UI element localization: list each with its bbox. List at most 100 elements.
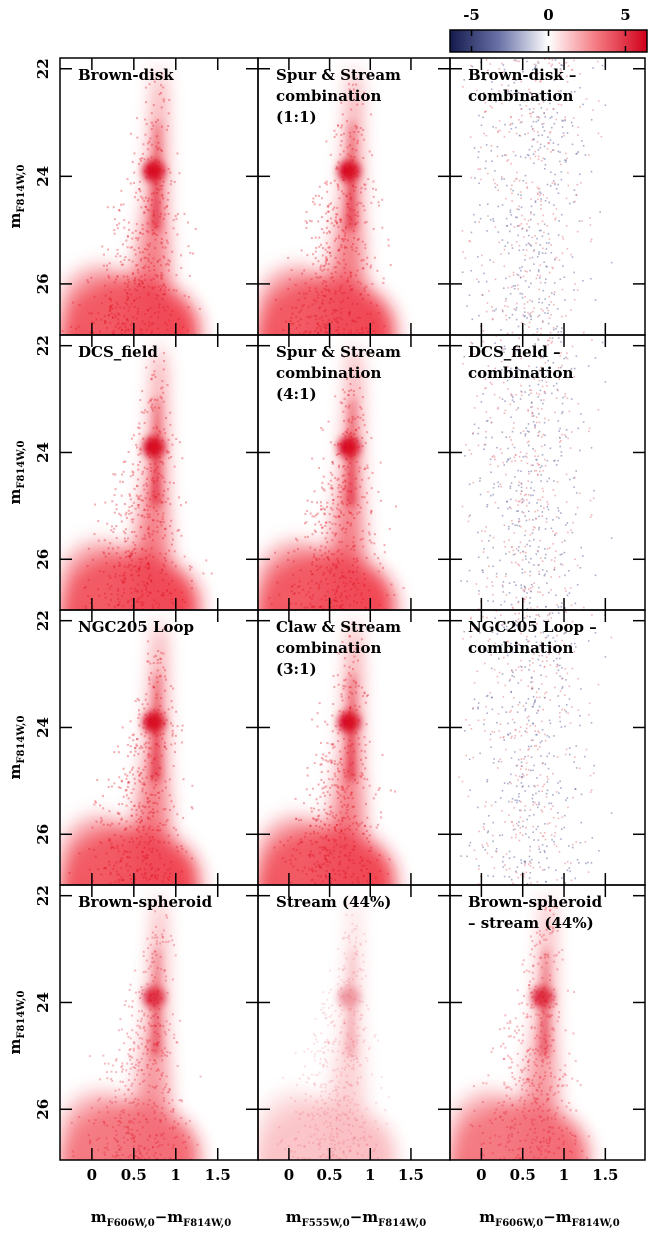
residual-dot: [540, 356, 542, 359]
density-dot: [129, 552, 132, 555]
residual-dot: [551, 182, 554, 184]
density-dot: [137, 567, 140, 570]
density-dot: [180, 266, 183, 269]
density-dot: [162, 520, 165, 523]
residual-dot: [477, 706, 479, 708]
residual-dot: [514, 460, 517, 462]
density-dot: [176, 152, 179, 155]
density-dot: [137, 843, 140, 846]
density-dot: [368, 589, 371, 592]
density-dot: [138, 497, 141, 500]
density-dot: [341, 402, 344, 405]
density-core: [338, 399, 361, 506]
density-dot: [340, 528, 343, 531]
density-dot: [312, 855, 315, 858]
density-dot: [355, 708, 358, 711]
density-wing: [258, 540, 338, 610]
density-dot: [316, 327, 319, 330]
density-dot: [113, 847, 116, 850]
density-dot: [136, 829, 139, 832]
density-dot: [357, 504, 360, 507]
residual-dot: [482, 393, 484, 395]
residual-dot: [517, 563, 519, 566]
residual-dot: [521, 228, 523, 230]
density-dot: [92, 321, 95, 324]
residual-dot: [591, 614, 593, 616]
density-dot: [183, 294, 186, 297]
density-dot: [100, 302, 103, 305]
density-dot: [96, 778, 99, 781]
density-dot: [370, 487, 373, 490]
residual-dot: [554, 183, 556, 186]
residual-dot: [530, 125, 533, 128]
density-dot: [118, 209, 121, 212]
density-dot: [163, 293, 166, 296]
residual-dot: [534, 235, 536, 237]
density-dot: [147, 568, 150, 571]
residual-dot: [538, 251, 541, 253]
density-dot: [303, 269, 306, 272]
density-dot: [337, 683, 340, 686]
residual-dot: [499, 559, 501, 562]
residual-dot: [536, 255, 539, 258]
density-dot: [362, 832, 365, 835]
residual-dot: [538, 117, 541, 119]
density-dot: [123, 828, 126, 831]
residual-dot: [515, 394, 517, 396]
density-dot: [150, 672, 153, 675]
residual-dot: [473, 147, 476, 149]
density-dot: [148, 83, 151, 86]
residual-dot: [547, 309, 550, 312]
density-dot: [115, 508, 118, 511]
residual-dot: [507, 90, 510, 93]
density-dot: [356, 103, 359, 106]
density-dot: [327, 210, 330, 213]
density-dot: [171, 706, 174, 709]
density-dot: [148, 324, 151, 327]
panel-title: (4:1): [276, 385, 317, 403]
density-dot: [321, 787, 324, 790]
residual-dot: [492, 178, 495, 181]
residual-dot: [543, 666, 546, 668]
density-dot: [144, 549, 147, 552]
density-dot: [362, 259, 365, 262]
residual-dot: [528, 748, 530, 750]
density-dot: [148, 752, 151, 755]
density-dot: [119, 860, 122, 863]
density-dot: [339, 311, 342, 314]
density-dot: [143, 855, 146, 858]
density-dot: [345, 787, 348, 790]
residual-dot: [528, 561, 530, 564]
density-dot: [313, 529, 316, 532]
residual-dot: [527, 588, 530, 590]
residual-dot: [535, 518, 537, 520]
residual-dot: [526, 441, 529, 444]
residual-dot: [491, 581, 493, 583]
residual-dot: [515, 833, 517, 836]
density-dot: [294, 283, 297, 286]
residual-dot: [501, 102, 503, 105]
density-dot: [380, 499, 383, 502]
residual-dot: [487, 172, 489, 175]
density-dot: [172, 826, 175, 829]
density-dot: [130, 877, 133, 880]
density-dot: [340, 275, 343, 278]
density-dot: [324, 248, 327, 251]
density-dot: [341, 805, 344, 808]
density-dot: [332, 703, 335, 706]
density-dot: [111, 307, 114, 310]
density-dot: [333, 308, 336, 311]
density-dot: [330, 761, 333, 764]
residual-dot: [524, 311, 526, 313]
residual-dot: [517, 618, 520, 621]
density-dot: [352, 545, 355, 548]
density-dot: [341, 820, 344, 823]
density-dot: [112, 867, 115, 870]
density-dot: [135, 846, 138, 849]
density-dot: [340, 594, 343, 597]
residual-dot: [521, 502, 523, 504]
density-dot: [103, 337, 105, 339]
residual-dot: [554, 459, 556, 462]
density-dot: [104, 322, 107, 325]
density-dot: [340, 829, 343, 832]
